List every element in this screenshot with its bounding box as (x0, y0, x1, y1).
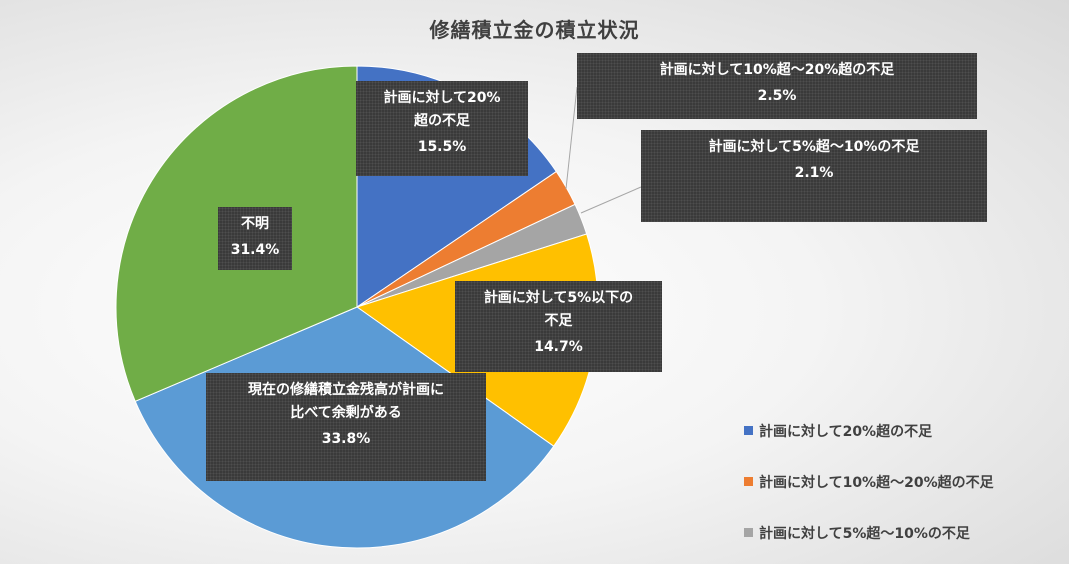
data-label-value: 33.8% (321, 431, 371, 447)
data-label-3: 計画に対して5%超〜10%の不足 2.1% (641, 130, 987, 222)
leader-line-3 (580, 186, 642, 214)
legend-item-3: 計画に対して5%超〜10%の不足 (744, 522, 994, 543)
data-label-text: 現在の修繕積立金残高が計画に 比べて余剰がある (248, 382, 444, 421)
data-label-text: 計画に対して5%超〜10%の不足 (708, 139, 920, 155)
data-label-4: 計画に対して5%以下の 不足 14.7% (455, 281, 662, 372)
legend: 計画に対して20%超の不足計画に対して10%超〜20%超の不足 計画に対して5%超… (744, 420, 994, 564)
legend-swatch (744, 426, 753, 435)
leader-line-2 (565, 86, 578, 190)
data-label-value: 14.7% (534, 339, 583, 355)
data-label-value: 31.4% (230, 242, 280, 258)
data-label-1: 計画に対して20% 超の不足 15.5% (356, 81, 528, 176)
data-label-text: 計画に対して20% 超の不足 (383, 90, 501, 129)
legend-label: 計画に対して5%超〜10%の不足 (759, 525, 970, 542)
chart-title: 修繕積立金の積立状況 (429, 18, 640, 42)
legend-swatch (744, 528, 753, 537)
legend-label: 計画に対して10%超〜20%超の不足 (759, 474, 994, 491)
data-label-value: 2.5% (757, 88, 797, 104)
legend-item-1: 計画に対して20%超の不足 (744, 420, 994, 441)
legend-swatch (744, 477, 753, 486)
data-label-text: 計画に対して5%以下の 不足 (483, 290, 634, 329)
legend-label: 計画に対して20%超の不足 (759, 423, 933, 440)
legend-item-2: 計画に対して10%超〜20%超の不足 (744, 471, 994, 492)
data-label-value: 2.1% (794, 165, 834, 181)
data-label-text: 不明 (241, 216, 269, 232)
data-label-2: 計画に対して10%超〜20%超の不足 2.5% (577, 53, 977, 119)
data-label-5: 現在の修繕積立金残高が計画に 比べて余剰がある 33.8% (206, 373, 486, 481)
data-label-6: 不明 31.4% (218, 207, 292, 270)
data-label-value: 15.5% (417, 139, 467, 155)
data-label-text: 計画に対して10%超〜20%超の不足 (659, 62, 895, 78)
